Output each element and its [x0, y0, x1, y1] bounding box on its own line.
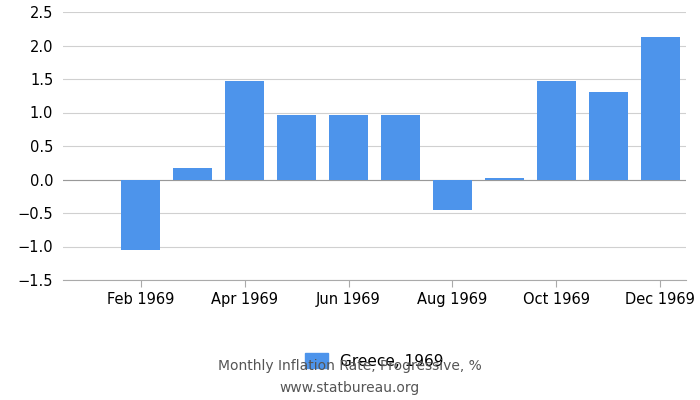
- Bar: [174, 168, 212, 180]
- Legend: Greece, 1969: Greece, 1969: [299, 346, 450, 375]
- Text: Monthly Inflation Rate, Progressive, %: Monthly Inflation Rate, Progressive, %: [218, 359, 482, 373]
- Bar: [329, 114, 368, 180]
- Bar: [277, 114, 316, 180]
- Bar: [381, 114, 420, 180]
- Bar: [537, 81, 575, 180]
- Bar: [225, 81, 264, 180]
- Bar: [485, 178, 524, 180]
- Bar: [640, 38, 680, 180]
- Bar: [433, 180, 472, 210]
- Bar: [589, 92, 628, 180]
- Text: www.statbureau.org: www.statbureau.org: [280, 381, 420, 395]
- Bar: [121, 180, 160, 250]
